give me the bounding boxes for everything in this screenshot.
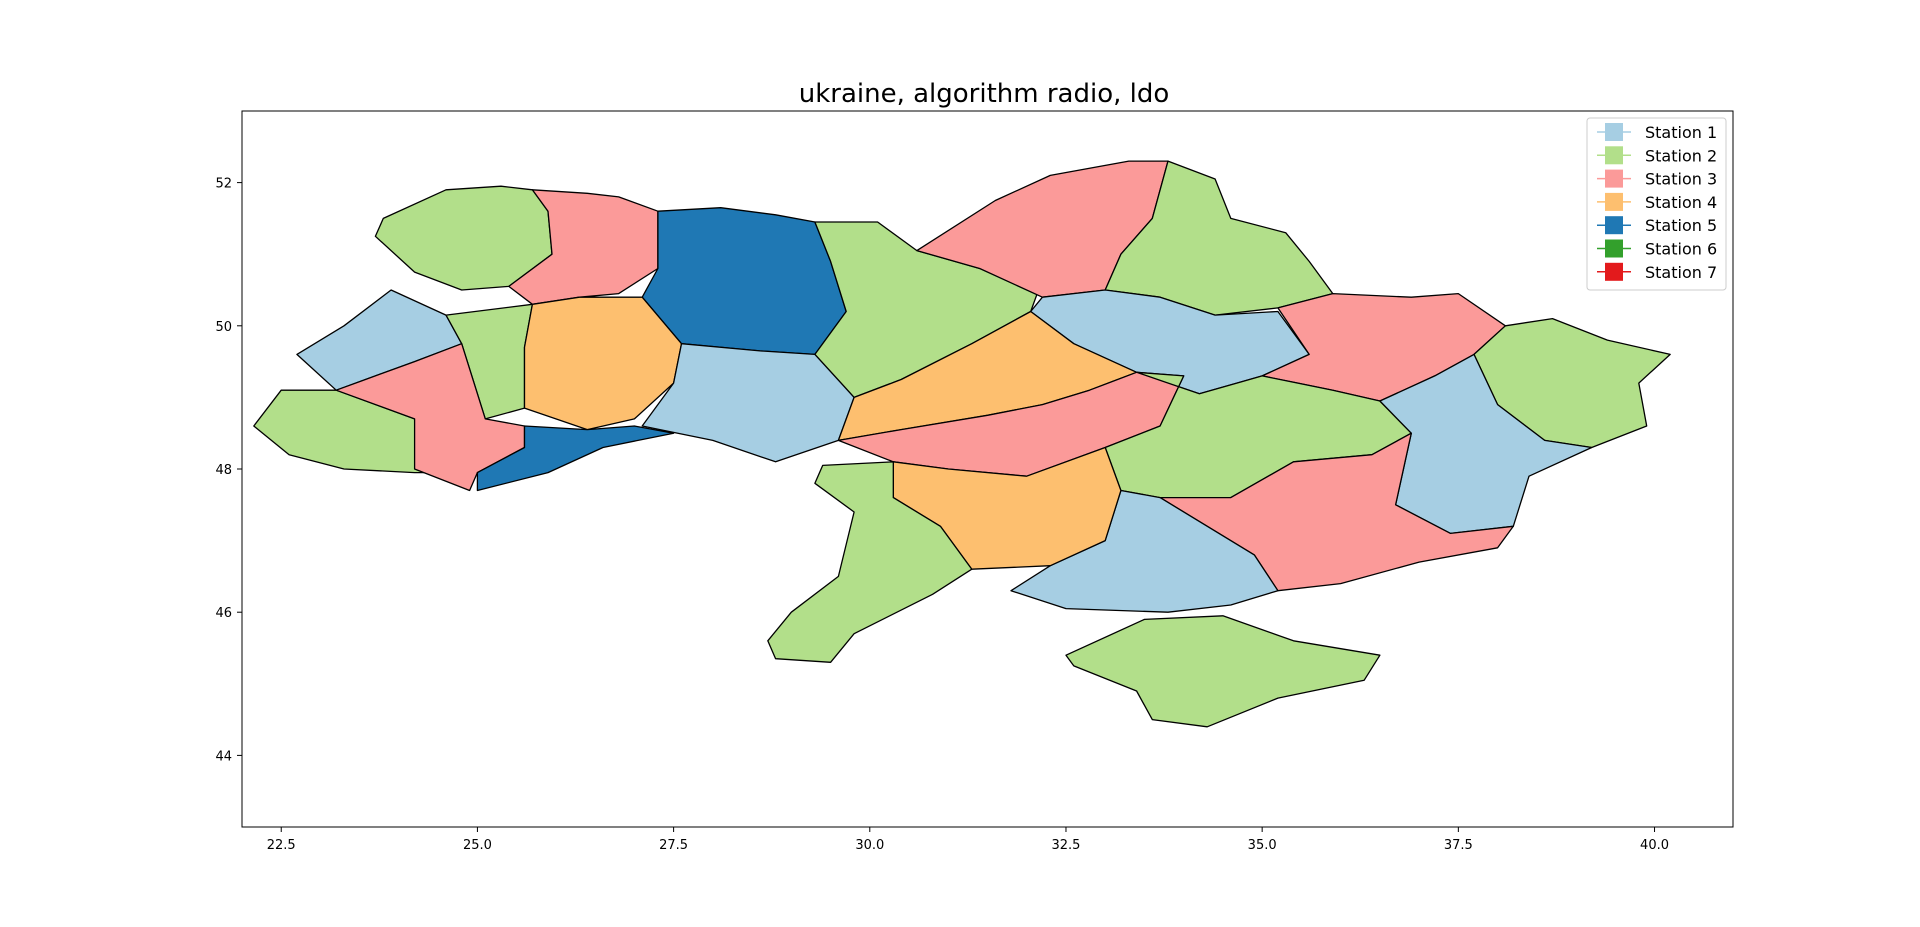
legend-swatch [1605, 169, 1623, 188]
y-tick-label: 48 [215, 463, 232, 478]
legend-label: Station 1 [1645, 123, 1717, 142]
region-station-3 [508, 189, 659, 305]
x-tick-label: 30.0 [855, 838, 884, 853]
legend-swatch [1605, 262, 1623, 281]
x-tick-label: 27.5 [659, 838, 688, 853]
region-station-5 [476, 425, 675, 492]
x-tick-label: 40.0 [1640, 838, 1669, 853]
chart-title: ukraine, algorithm radio, ldo [799, 79, 1170, 109]
legend-label: Station 5 [1645, 216, 1717, 235]
x-tick-label: 25.0 [463, 838, 492, 853]
region-station-4 [523, 296, 683, 431]
y-tick-label: 52 [215, 177, 232, 192]
y-axis: 44 46 48 50 52 [215, 177, 242, 764]
region-station-2 [767, 461, 973, 663]
legend-label: Station 6 [1645, 240, 1717, 259]
x-tick-label: 37.5 [1444, 838, 1473, 853]
legend-swatch [1605, 146, 1623, 165]
y-tick-label: 46 [215, 606, 232, 621]
x-tick-label: 32.5 [1051, 838, 1080, 853]
x-tick-label: 22.5 [267, 838, 296, 853]
legend: Station 1 Station 2 Station 3 Station 4 Stat… [1586, 117, 1727, 291]
legend-label: Station 3 [1645, 170, 1717, 189]
y-tick-label: 44 [215, 749, 232, 764]
legend-label: Station 7 [1645, 263, 1717, 282]
region-station-5 [641, 207, 847, 356]
y-tick-label: 50 [215, 320, 232, 335]
x-tick-label: 35.0 [1248, 838, 1277, 853]
region-station-2 [1065, 615, 1381, 728]
legend-swatch [1605, 239, 1623, 258]
legend-label: Station 2 [1645, 146, 1717, 165]
x-axis: 22.5 25.0 27.5 30.0 32.5 35.0 37.5 40.0 [267, 827, 1669, 853]
legend-swatch [1605, 216, 1623, 235]
region-station-1 [641, 343, 855, 463]
map-regions [253, 160, 1671, 728]
legend-label: Station 4 [1645, 193, 1717, 212]
legend-swatch [1605, 192, 1623, 211]
legend-swatch [1605, 123, 1623, 141]
